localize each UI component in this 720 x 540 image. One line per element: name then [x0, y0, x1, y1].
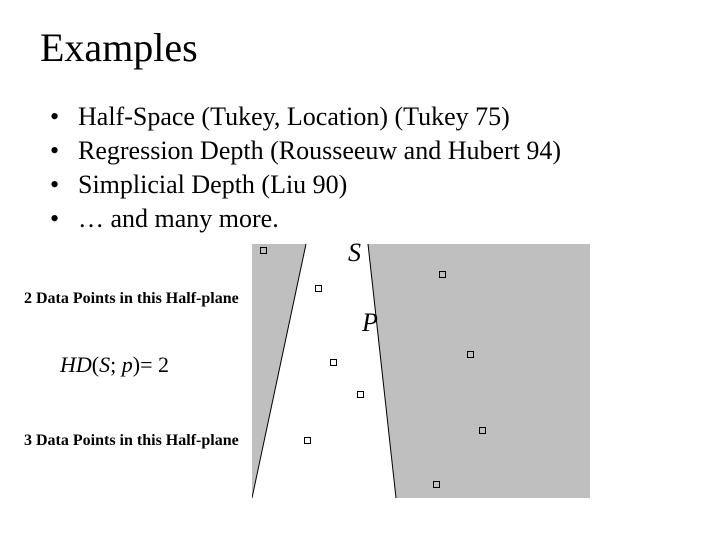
- formula: HD(S; p)= 2: [60, 352, 169, 378]
- bullet-item: … and many more.: [50, 202, 561, 236]
- bullet-item: Regression Depth (Rousseeuw and Hubert 9…: [50, 134, 561, 168]
- data-point: [479, 427, 486, 434]
- bullet-item: Simplicial Depth (Liu 90): [50, 168, 561, 202]
- formula-arg-p: p: [122, 352, 133, 377]
- data-point: [330, 359, 337, 366]
- formula-open: (: [92, 352, 99, 377]
- diagram-svg: [252, 244, 590, 498]
- bullet-list: Half-Space (Tukey, Location) (Tukey 75) …: [50, 100, 561, 236]
- data-point: [304, 437, 311, 444]
- data-point: [315, 285, 322, 292]
- formula-func: HD: [60, 352, 92, 377]
- data-point: [467, 351, 474, 358]
- bullet-item: Half-Space (Tukey, Location) (Tukey 75): [50, 100, 561, 134]
- formula-close: ): [133, 352, 140, 377]
- label-S: S: [348, 238, 361, 268]
- formula-eq: = 2: [140, 352, 169, 377]
- data-point: [260, 247, 267, 254]
- data-point: [357, 391, 364, 398]
- slide-title: Examples: [40, 24, 198, 71]
- annotation-two-points: 2 Data Points in this Half-plane: [24, 290, 239, 308]
- halfplane-diagram: S P: [252, 244, 590, 498]
- slide: Examples Half-Space (Tukey, Location) (T…: [0, 0, 720, 540]
- label-P: P: [362, 308, 378, 338]
- formula-arg-S: S: [99, 352, 110, 377]
- annotation-three-points: 3 Data Points in this Half-plane: [24, 432, 239, 450]
- data-point: [433, 481, 440, 488]
- data-point: [439, 271, 446, 278]
